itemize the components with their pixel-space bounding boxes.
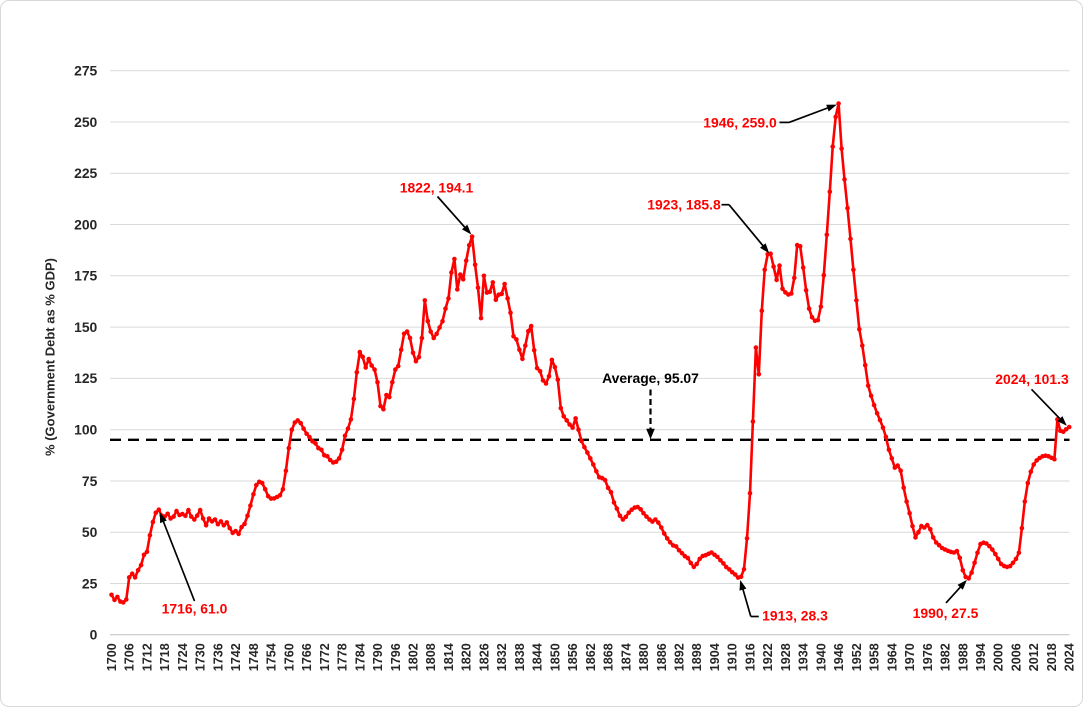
svg-text:1928: 1928 xyxy=(779,643,793,671)
svg-text:1934: 1934 xyxy=(797,643,811,671)
svg-text:1916: 1916 xyxy=(744,643,758,671)
svg-text:1964: 1964 xyxy=(885,643,899,671)
svg-text:100: 100 xyxy=(74,422,97,438)
svg-text:225: 225 xyxy=(74,165,97,181)
svg-text:2024: 2024 xyxy=(1063,643,1077,671)
svg-text:25: 25 xyxy=(82,575,98,591)
svg-text:1904: 1904 xyxy=(708,643,722,671)
svg-text:1754: 1754 xyxy=(265,643,279,671)
svg-text:1790: 1790 xyxy=(371,643,385,671)
svg-text:125: 125 xyxy=(74,370,97,386)
svg-text:1874: 1874 xyxy=(619,643,633,671)
svg-text:1868: 1868 xyxy=(602,643,616,671)
svg-text:1832: 1832 xyxy=(495,643,509,671)
svg-text:1808: 1808 xyxy=(424,643,438,671)
svg-text:1913, 28.3: 1913, 28.3 xyxy=(762,608,828,624)
svg-text:1982: 1982 xyxy=(939,643,953,671)
svg-text:1970: 1970 xyxy=(903,643,917,671)
svg-text:1820: 1820 xyxy=(460,643,474,671)
svg-text:1772: 1772 xyxy=(318,643,332,671)
svg-text:1886: 1886 xyxy=(655,643,669,671)
svg-text:1862: 1862 xyxy=(584,643,598,671)
svg-text:1814: 1814 xyxy=(442,643,456,671)
svg-text:2024, 101.3: 2024, 101.3 xyxy=(995,371,1069,387)
svg-text:1802: 1802 xyxy=(407,643,421,671)
svg-text:75: 75 xyxy=(82,473,98,489)
svg-text:1706: 1706 xyxy=(123,643,137,671)
svg-text:1923, 185.8: 1923, 185.8 xyxy=(647,197,721,213)
svg-text:1716, 61.0: 1716, 61.0 xyxy=(162,601,228,617)
svg-text:1778: 1778 xyxy=(336,643,350,671)
svg-text:50: 50 xyxy=(82,524,98,540)
svg-text:1700: 1700 xyxy=(105,643,119,671)
svg-text:1946, 259.0: 1946, 259.0 xyxy=(703,115,777,131)
svg-text:1742: 1742 xyxy=(229,643,243,671)
svg-text:1940: 1940 xyxy=(814,643,828,671)
svg-text:1826: 1826 xyxy=(477,643,491,671)
svg-text:0: 0 xyxy=(90,627,98,643)
svg-text:1718: 1718 xyxy=(158,643,172,671)
svg-text:2012: 2012 xyxy=(1027,643,1041,671)
svg-text:1898: 1898 xyxy=(690,643,704,671)
svg-text:1990, 27.5: 1990, 27.5 xyxy=(913,605,979,621)
svg-text:1850: 1850 xyxy=(548,643,562,671)
svg-text:250: 250 xyxy=(74,114,97,130)
svg-text:1712: 1712 xyxy=(141,643,155,671)
svg-text:1724: 1724 xyxy=(176,643,190,671)
svg-text:2000: 2000 xyxy=(992,643,1006,671)
svg-text:1892: 1892 xyxy=(673,643,687,671)
svg-text:1822, 194.1: 1822, 194.1 xyxy=(400,180,474,196)
svg-text:1796: 1796 xyxy=(389,643,403,671)
svg-text:1880: 1880 xyxy=(637,643,651,671)
svg-text:1748: 1748 xyxy=(247,643,261,671)
svg-text:1988: 1988 xyxy=(956,643,970,671)
svg-text:1910: 1910 xyxy=(726,643,740,671)
svg-text:150: 150 xyxy=(74,319,97,335)
svg-text:1922: 1922 xyxy=(761,643,775,671)
svg-text:1976: 1976 xyxy=(921,643,935,671)
svg-text:% (Government Debt as % GDP): % (Government Debt as % GDP) xyxy=(43,258,58,456)
svg-text:1856: 1856 xyxy=(566,643,580,671)
svg-text:1952: 1952 xyxy=(850,643,864,671)
svg-text:2006: 2006 xyxy=(1010,643,1024,671)
svg-text:1760: 1760 xyxy=(282,643,296,671)
svg-text:1838: 1838 xyxy=(513,643,527,671)
svg-text:2018: 2018 xyxy=(1045,643,1059,671)
svg-text:1736: 1736 xyxy=(211,643,225,671)
svg-text:175: 175 xyxy=(74,268,97,284)
svg-text:1784: 1784 xyxy=(353,643,367,671)
svg-text:275: 275 xyxy=(74,63,97,79)
svg-text:1844: 1844 xyxy=(531,643,545,671)
svg-text:1766: 1766 xyxy=(300,643,314,671)
svg-text:1958: 1958 xyxy=(868,643,882,671)
svg-text:Average, 95.07: Average, 95.07 xyxy=(602,370,699,386)
svg-text:1730: 1730 xyxy=(194,643,208,671)
svg-text:200: 200 xyxy=(74,216,97,232)
svg-text:1994: 1994 xyxy=(974,643,988,671)
svg-text:1946: 1946 xyxy=(832,643,846,671)
